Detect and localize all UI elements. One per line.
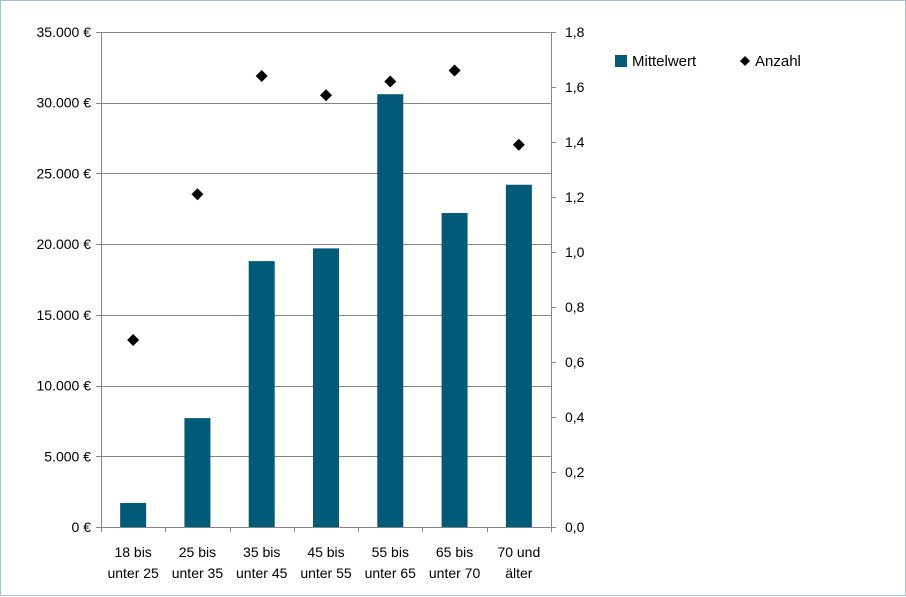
left-tick-label: 25.000 € [37,165,92,181]
category-label: unter 65 [365,565,417,581]
category-label: unter 55 [300,565,352,581]
right-tick-label: 1,0 [565,244,585,260]
category-label: 70 und [497,544,540,560]
category-label: 35 bis [243,544,280,560]
bar-mittelwert [505,184,532,527]
left-tick-label: 35.000 € [37,24,92,40]
legend-label-mittelwert: Mittelwert [632,53,697,70]
axes [96,32,556,532]
category-label: 25 bis [179,544,216,560]
category-label: 45 bis [307,544,344,560]
category-label: unter 35 [172,565,224,581]
category-label: 65 bis [436,544,473,560]
bar-mittelwert [313,248,339,527]
right-tick-label: 0,4 [565,409,585,425]
right-tick-label: 0,6 [565,354,585,370]
right-axis-tick-labels: 0,0 0,2 0,4 0,6 0,8 1,0 1,2 1,4 1,6 1,8 [565,24,585,535]
right-tick-label: 0,2 [565,464,585,480]
point-anzahl [448,64,461,77]
legend: Mittelwert Anzahl [615,53,801,70]
category-labels: 18 bis unter 25 25 bis unter 35 35 bis unter … [107,544,540,581]
right-tick-label: 1,4 [565,134,585,150]
bar-mittelwert [377,94,404,527]
left-tick-label: 10.000 € [37,378,92,394]
point-anzahl [384,75,397,88]
right-tick-label: 0,0 [565,519,585,535]
point-anzahl [255,70,268,82]
legend-swatch-mittelwert [615,55,627,67]
category-label: 55 bis [372,544,409,560]
category-label: unter 25 [107,565,159,581]
left-axis-tick-labels: 0 € 5.000 € 10.000 € 15.000 € 20.000 € 25.000… [37,24,92,535]
category-label: 18 bis [114,544,151,560]
right-tick-label: 1,6 [565,79,585,95]
point-anzahl [512,138,525,151]
left-tick-label: 15.000 € [37,307,92,323]
legend-marker-anzahl [740,56,750,66]
category-label: unter 45 [236,565,288,581]
point-anzahl [127,334,140,346]
bar-mittelwert [120,502,147,527]
left-tick-label: 5.000 € [44,448,91,464]
right-tick-label: 1,8 [565,24,585,40]
legend-label-anzahl: Anzahl [755,53,801,70]
bar-series-mittelwert [120,94,532,527]
left-tick-label: 20.000 € [37,236,92,252]
right-tick-label: 0,8 [565,299,585,315]
bar-mittelwert [248,261,275,527]
bar-mittelwert [184,418,211,527]
category-label: älter [505,565,533,581]
bar-mittelwert [441,213,468,527]
point-anzahl [320,89,332,102]
left-tick-label: 0 € [72,519,92,535]
point-anzahl [191,188,204,201]
left-tick-label: 30.000 € [37,95,92,111]
right-tick-label: 1,2 [565,189,585,205]
scatter-series-anzahl [127,64,525,346]
category-label: unter 70 [429,565,481,581]
